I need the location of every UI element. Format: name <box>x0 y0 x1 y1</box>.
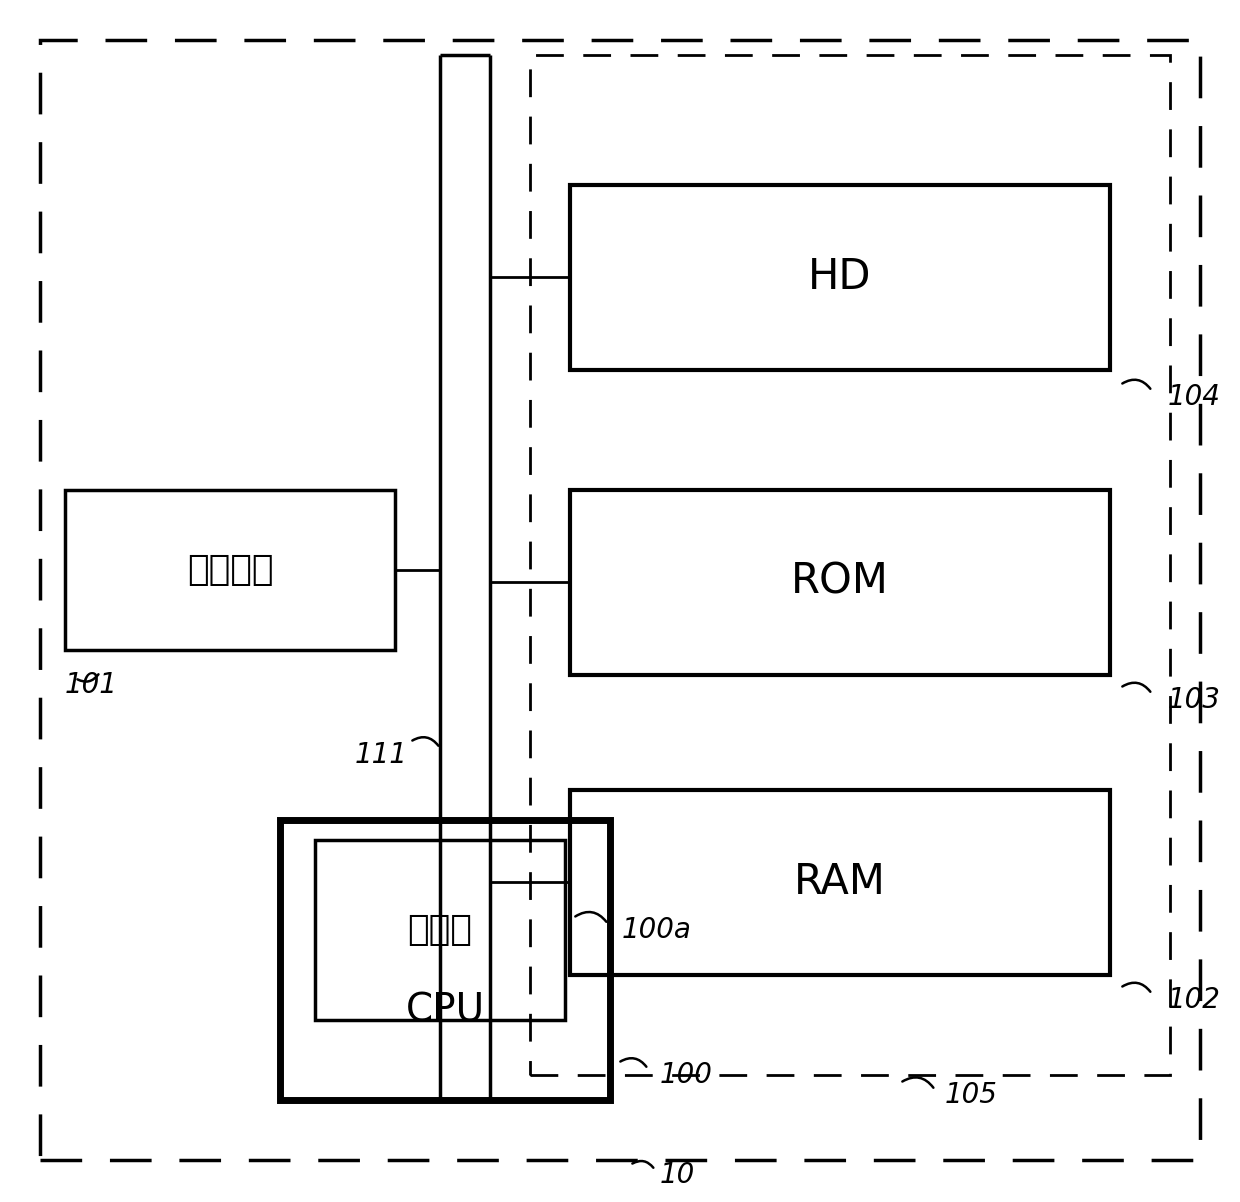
Bar <box>570 185 1110 370</box>
Bar <box>64 490 396 650</box>
Text: 105: 105 <box>945 1081 998 1109</box>
Text: 104: 104 <box>1168 383 1221 411</box>
Text: 100: 100 <box>660 1061 713 1089</box>
Bar <box>570 790 1110 975</box>
Text: HD: HD <box>808 256 872 298</box>
Text: 计时器: 计时器 <box>408 914 472 947</box>
Text: 102: 102 <box>1168 986 1221 1014</box>
Bar <box>529 55 1171 1075</box>
Text: 101: 101 <box>64 671 118 700</box>
Bar <box>570 490 1110 676</box>
Text: 100a: 100a <box>622 916 692 944</box>
Bar <box>315 840 565 1020</box>
Bar <box>280 820 610 1100</box>
Text: RAM: RAM <box>794 861 885 903</box>
Text: CPU: CPU <box>405 990 485 1029</box>
Text: 通信单元: 通信单元 <box>187 553 273 587</box>
Text: 103: 103 <box>1168 686 1221 714</box>
Text: 111: 111 <box>355 740 408 769</box>
Text: 10: 10 <box>660 1161 696 1189</box>
Text: ROM: ROM <box>791 561 889 603</box>
